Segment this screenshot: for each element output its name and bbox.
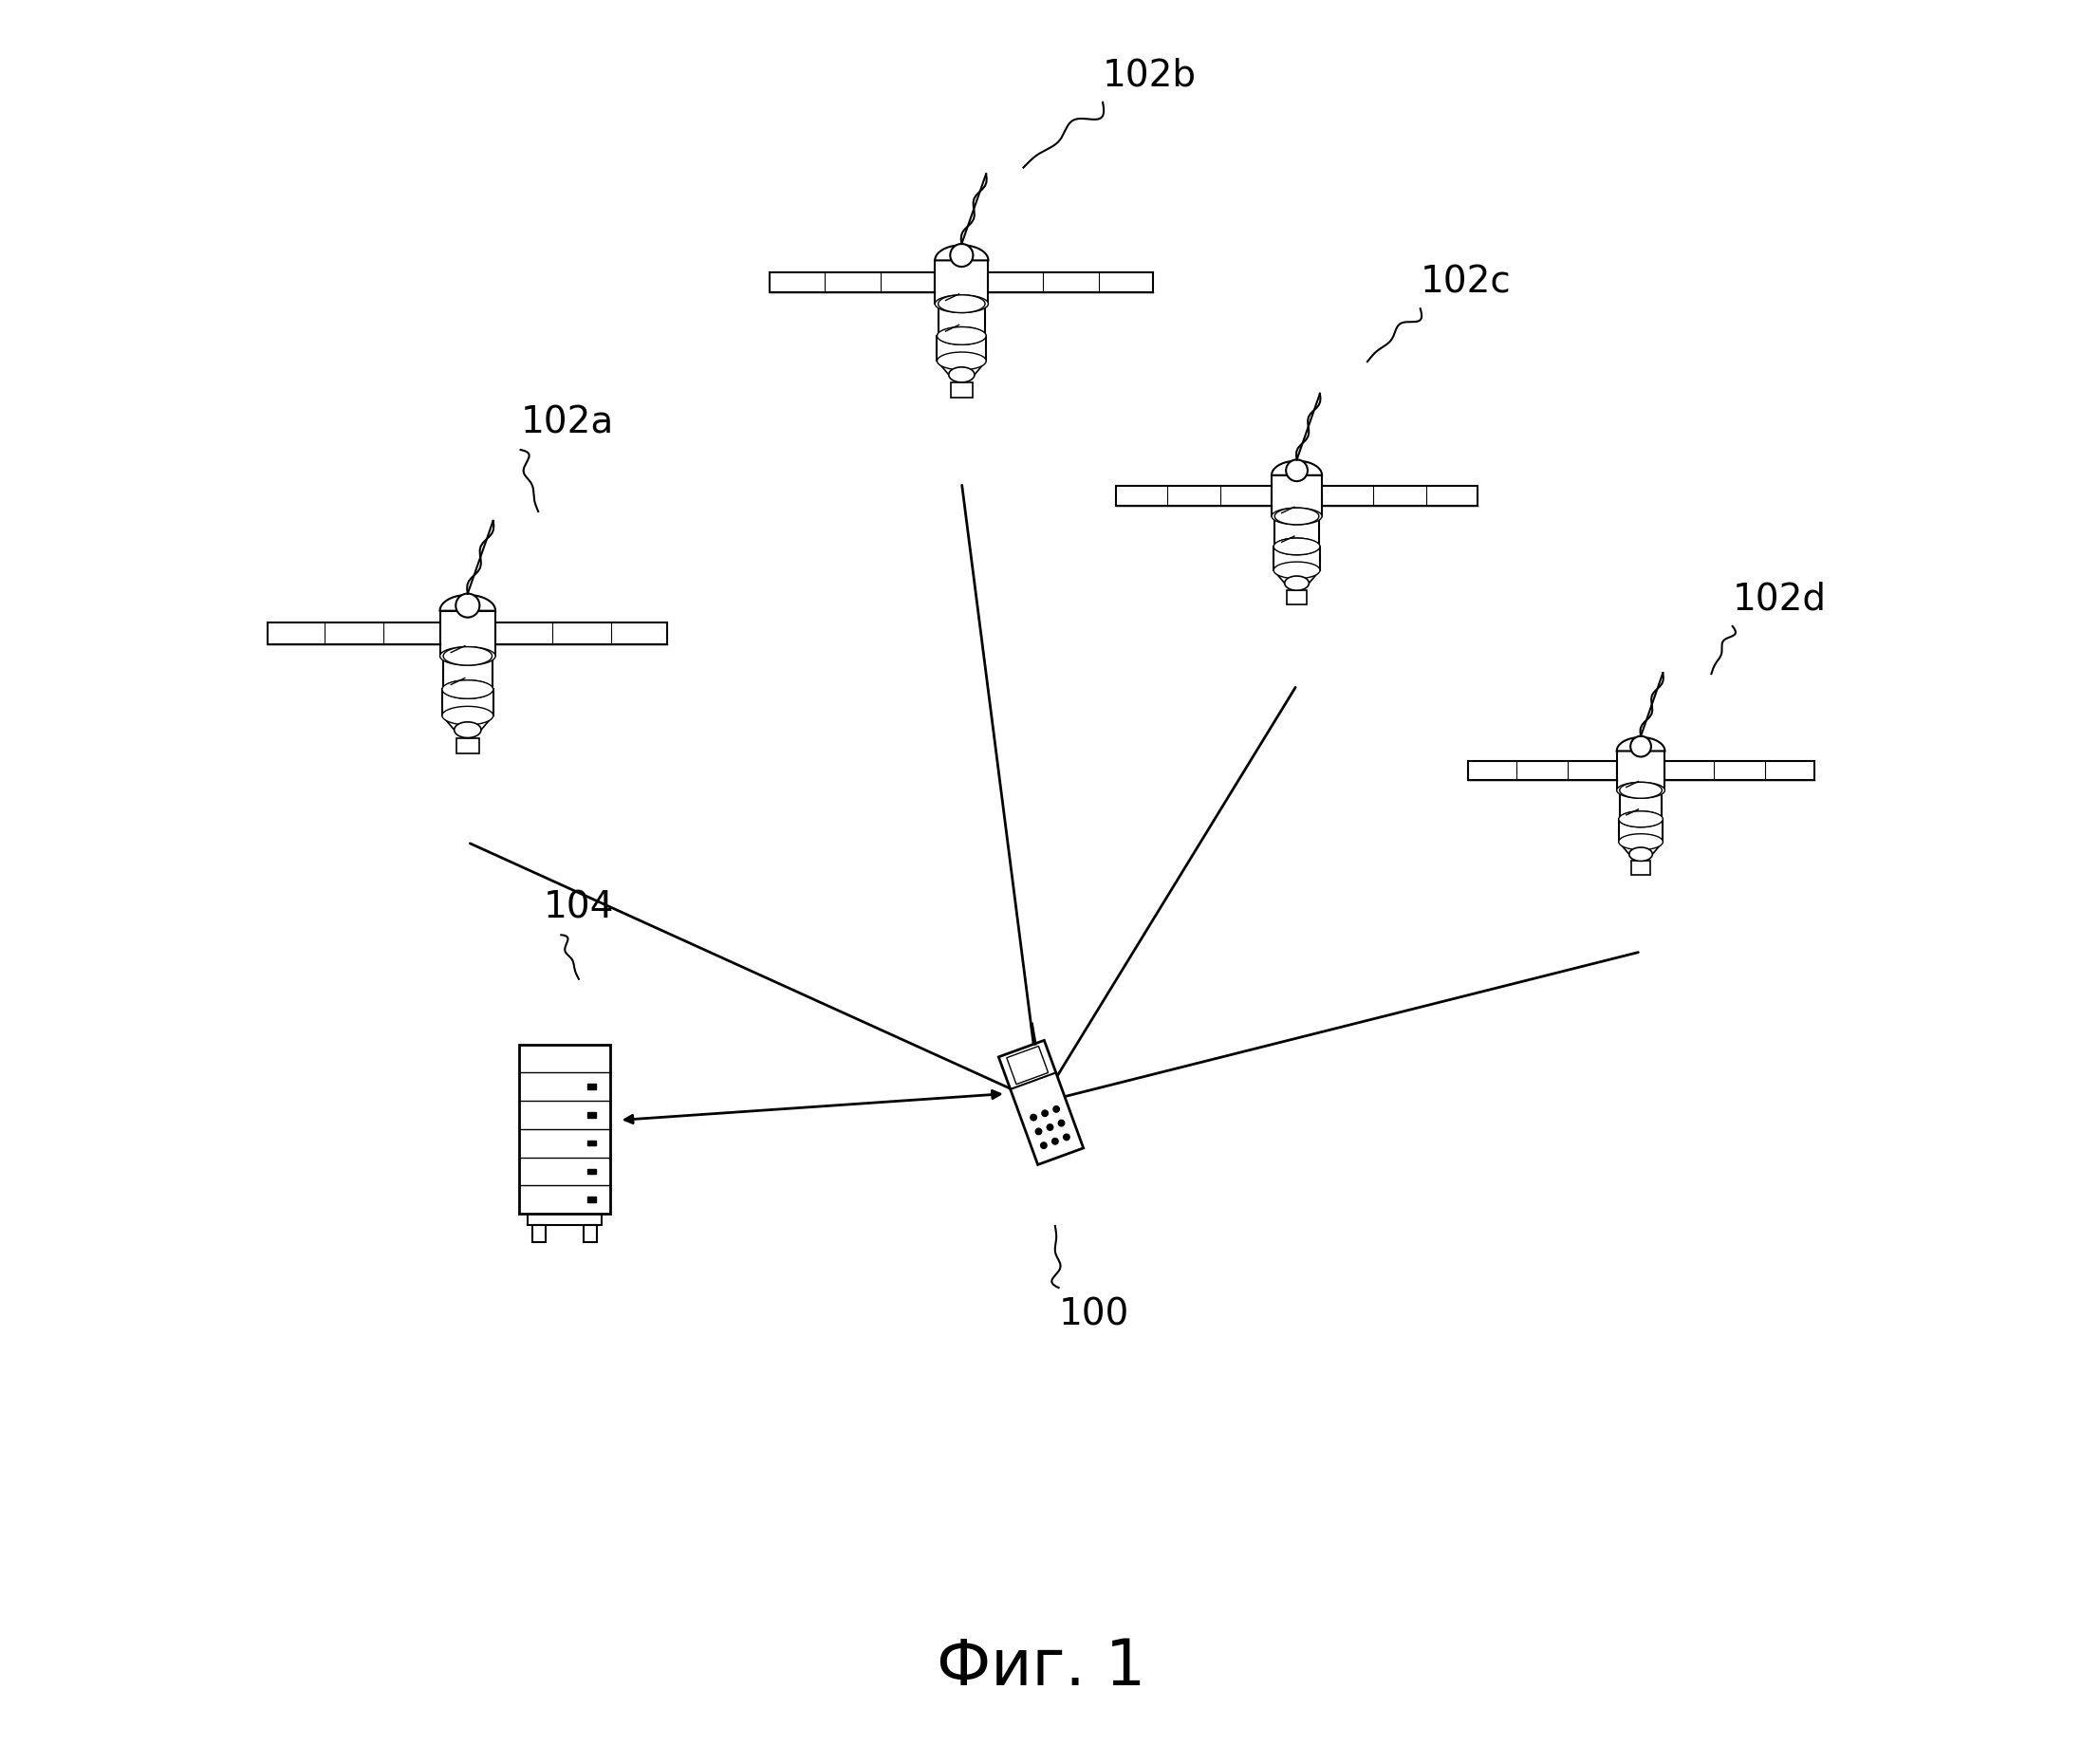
Polygon shape (1006, 1046, 1047, 1085)
Circle shape (1053, 1106, 1060, 1113)
Text: 100: 100 (1058, 1297, 1128, 1332)
Bar (587, 1170, 595, 1173)
Polygon shape (939, 326, 985, 344)
Polygon shape (939, 295, 985, 312)
Polygon shape (439, 610, 496, 656)
Polygon shape (1618, 751, 1666, 790)
Polygon shape (1618, 811, 1664, 827)
Circle shape (1064, 1134, 1070, 1140)
Polygon shape (1274, 547, 1320, 570)
Polygon shape (1620, 790, 1661, 818)
Polygon shape (935, 245, 989, 261)
Polygon shape (1274, 517, 1320, 547)
Polygon shape (1618, 834, 1664, 850)
Polygon shape (1116, 487, 1272, 505)
Polygon shape (1666, 762, 1813, 780)
Circle shape (949, 243, 972, 266)
Polygon shape (1620, 781, 1661, 799)
Polygon shape (937, 362, 987, 374)
Polygon shape (441, 706, 493, 725)
Polygon shape (937, 353, 987, 370)
Bar (533, 1224, 545, 1242)
Polygon shape (439, 594, 496, 610)
Polygon shape (770, 272, 935, 293)
Polygon shape (1287, 591, 1307, 605)
Polygon shape (1618, 818, 1664, 841)
Polygon shape (1618, 781, 1666, 799)
Polygon shape (935, 261, 989, 303)
Polygon shape (1272, 460, 1322, 475)
Circle shape (1051, 1138, 1058, 1145)
Text: 102d: 102d (1732, 582, 1826, 617)
Polygon shape (1272, 475, 1322, 517)
Polygon shape (1274, 538, 1320, 556)
Circle shape (1031, 1115, 1037, 1120)
Circle shape (1058, 1120, 1064, 1125)
Polygon shape (529, 1214, 602, 1224)
Polygon shape (951, 383, 972, 397)
Text: 102b: 102b (1103, 58, 1197, 93)
Circle shape (1041, 1110, 1047, 1117)
Polygon shape (456, 737, 479, 753)
Text: Фиг. 1: Фиг. 1 (937, 1635, 1145, 1699)
Circle shape (1035, 1129, 1041, 1134)
Text: 104: 104 (543, 891, 614, 926)
Polygon shape (1630, 861, 1651, 875)
Polygon shape (1630, 847, 1653, 861)
Text: 102c: 102c (1420, 265, 1512, 300)
Bar (587, 1198, 595, 1201)
Circle shape (1047, 1124, 1053, 1131)
Polygon shape (1274, 538, 1320, 556)
Polygon shape (999, 1041, 1083, 1164)
Circle shape (1041, 1143, 1047, 1148)
Polygon shape (937, 326, 987, 344)
Polygon shape (1618, 841, 1664, 854)
Polygon shape (269, 623, 439, 644)
Polygon shape (443, 681, 491, 699)
Bar (587, 1141, 595, 1145)
Polygon shape (1272, 508, 1322, 524)
Polygon shape (939, 303, 985, 335)
Circle shape (1287, 460, 1307, 482)
Polygon shape (518, 1044, 610, 1214)
Polygon shape (1274, 508, 1320, 524)
Polygon shape (1618, 737, 1666, 751)
Polygon shape (454, 721, 481, 737)
Polygon shape (1274, 570, 1320, 584)
Circle shape (1630, 736, 1651, 757)
Polygon shape (989, 272, 1153, 293)
Bar (583, 1224, 598, 1242)
Bar (587, 1113, 595, 1117)
Circle shape (456, 593, 479, 617)
Polygon shape (1285, 577, 1310, 591)
Polygon shape (443, 647, 491, 665)
Bar (587, 1085, 595, 1088)
Polygon shape (441, 690, 493, 716)
Polygon shape (935, 295, 989, 312)
Polygon shape (441, 681, 493, 699)
Polygon shape (496, 623, 668, 644)
Polygon shape (937, 335, 987, 362)
Polygon shape (443, 656, 491, 690)
Polygon shape (1274, 561, 1320, 579)
Polygon shape (1620, 811, 1661, 827)
Polygon shape (441, 716, 493, 730)
Polygon shape (1322, 487, 1478, 505)
Polygon shape (1468, 762, 1618, 780)
Polygon shape (949, 367, 974, 383)
Text: 102a: 102a (520, 406, 614, 441)
Polygon shape (439, 647, 496, 665)
